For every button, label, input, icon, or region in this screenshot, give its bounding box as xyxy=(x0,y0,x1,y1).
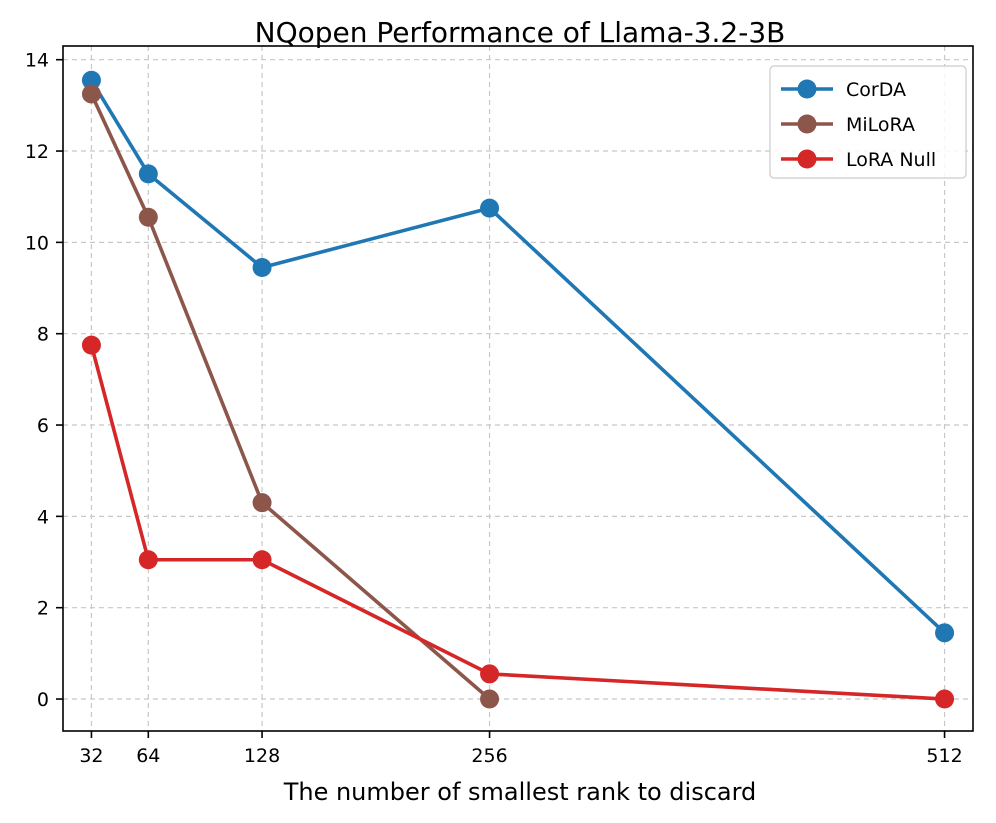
x-tick-label: 128 xyxy=(244,745,280,767)
series-corda xyxy=(81,70,955,643)
data-point-milora xyxy=(138,207,158,227)
legend-marker xyxy=(797,114,817,134)
legend-item-corda: CorDA xyxy=(781,79,906,101)
data-point-corda xyxy=(480,198,500,218)
x-axis-label: The number of smallest rank to discard xyxy=(283,778,757,806)
data-point-corda xyxy=(935,623,955,643)
chart-title: NQopen Performance of Llama-3.2-3B xyxy=(255,16,786,49)
y-tick-label: 14 xyxy=(25,50,49,72)
data-point-lora-null xyxy=(480,664,500,684)
y-tick-label: 8 xyxy=(37,324,49,346)
series-line-milora xyxy=(89,92,492,701)
data-point-lora-null xyxy=(252,550,272,570)
legend-marker xyxy=(797,149,817,169)
data-point-corda xyxy=(252,257,272,277)
data-point-milora xyxy=(81,84,101,104)
x-tick-label: 32 xyxy=(79,745,103,767)
axis-ticks: 32 64 128 256 512 0 2 4 6 8 10 12 14 xyxy=(25,50,963,767)
y-tick-label: 12 xyxy=(25,141,49,163)
series-milora xyxy=(81,84,500,709)
legend-box xyxy=(769,65,967,179)
series-layer xyxy=(81,70,955,709)
x-tick-label: 64 xyxy=(136,745,160,767)
y-tick-label: 0 xyxy=(37,689,49,711)
data-point-milora xyxy=(480,689,500,709)
legend-item-lora-null: LoRA Null xyxy=(781,149,936,171)
series-lora-null xyxy=(81,335,955,709)
data-point-corda xyxy=(81,70,101,90)
data-point-lora-null xyxy=(138,550,158,570)
legend-label: MiLoRA xyxy=(846,114,915,136)
data-point-lora-null xyxy=(81,335,101,355)
data-point-corda xyxy=(138,164,158,184)
x-tick-label: 512 xyxy=(926,745,962,767)
data-point-lora-null xyxy=(935,689,955,709)
legend-label: LoRA Null xyxy=(846,149,936,171)
legend-label: CorDA xyxy=(846,79,906,101)
x-tick-label: 256 xyxy=(471,745,507,767)
legend-item-milora: MiLoRA xyxy=(781,114,915,136)
y-tick-label: 2 xyxy=(37,598,49,620)
y-tick-label: 6 xyxy=(37,415,49,437)
data-point-milora xyxy=(252,493,272,513)
legend: CorDA MiLoRA LoRA Null xyxy=(769,65,967,179)
y-tick-label: 10 xyxy=(25,232,49,254)
plot-frame xyxy=(62,45,974,732)
y-tick-label: 4 xyxy=(37,506,49,528)
legend-marker xyxy=(797,79,817,99)
